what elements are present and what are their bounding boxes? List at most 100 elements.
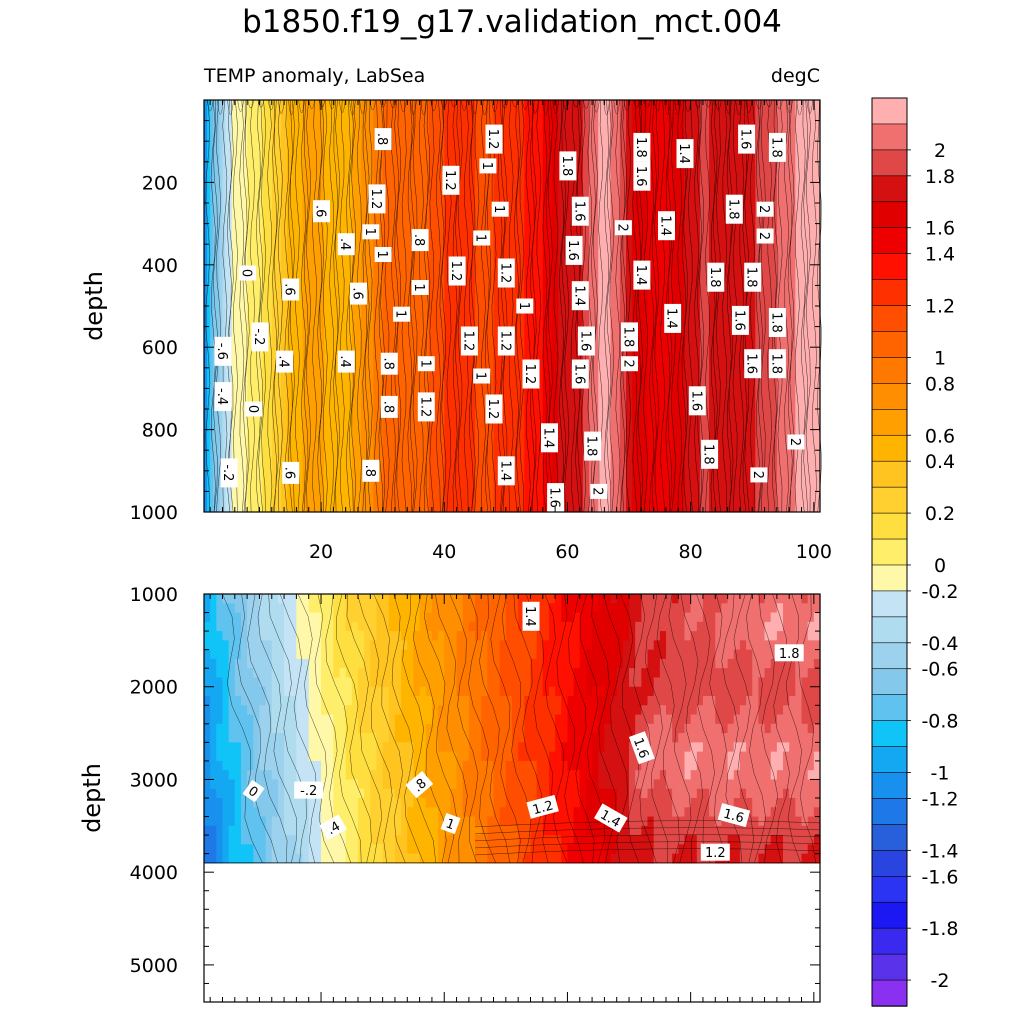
field-cell: [690, 696, 698, 706]
field-cell: [758, 631, 766, 641]
field-cell: [678, 751, 686, 762]
field-cell: [394, 733, 402, 743]
field-cell: [690, 788, 698, 799]
field-cell: [690, 594, 698, 604]
field-cell: [222, 733, 230, 743]
field-cell: [382, 677, 390, 688]
field-cell: [431, 807, 439, 818]
field-cell: [561, 825, 569, 836]
field-cell: [333, 705, 341, 716]
field-cell: [444, 844, 451, 855]
contour-line: [772, 593, 790, 863]
contour-label: .6: [350, 282, 367, 305]
contour-label-text: 1: [374, 250, 389, 258]
field-cell: [450, 853, 458, 864]
field-cell: [783, 751, 790, 762]
field-cell: [666, 816, 673, 827]
field-cell: [481, 742, 488, 753]
field-cell: [265, 603, 273, 614]
field-cell: [493, 853, 501, 864]
field-cell: [277, 751, 285, 762]
field-cell: [345, 807, 353, 818]
contour-label-text: 0: [245, 405, 260, 413]
field-cell: [259, 603, 267, 614]
field-cell: [536, 705, 544, 716]
field-cell: [462, 788, 470, 799]
field-cell: [610, 603, 618, 614]
field-cell: [456, 658, 464, 669]
field-cell: [746, 798, 753, 808]
field-cell: [616, 658, 624, 669]
field-cell: [561, 594, 569, 604]
field-cell: [678, 825, 686, 836]
field-cell: [222, 807, 230, 818]
field-cell: [210, 853, 217, 864]
field-cell: [438, 649, 445, 660]
field-cell: [271, 705, 279, 716]
field-cell: [358, 668, 365, 679]
colorbar-swatch: [871, 175, 908, 203]
field-cell: [746, 788, 753, 799]
field-cell: [622, 825, 630, 836]
field-cell: [616, 779, 624, 790]
field-cell: [801, 705, 809, 716]
field-cell: [419, 733, 427, 743]
field-cell: [222, 649, 230, 660]
field-cell: [505, 621, 513, 632]
contour-label-box: [744, 349, 762, 379]
field-cell: [333, 788, 341, 799]
field-cell: [358, 649, 365, 660]
field-cell: [807, 621, 815, 632]
field-cell: [739, 696, 747, 706]
field-cell: [481, 714, 488, 725]
field-cell: [813, 705, 821, 716]
field-cell: [475, 779, 482, 790]
field-cell: [647, 668, 655, 679]
field-cell: [635, 677, 642, 688]
field-cell: [622, 677, 630, 688]
field-cell: [240, 705, 248, 716]
field-cell: [573, 742, 581, 753]
field-cell: [672, 631, 679, 641]
field-cell: [758, 733, 766, 743]
field-cell: [222, 677, 230, 688]
field-cell: [321, 658, 328, 669]
colorbar-swatch: [871, 460, 908, 488]
contour-label-box: [245, 401, 263, 417]
contour-line: [525, 593, 553, 863]
field-cell: [468, 733, 476, 743]
field-cell: [308, 751, 316, 762]
field-cell: [333, 770, 341, 781]
field-cell: [290, 798, 297, 808]
field-cell: [666, 779, 673, 790]
colorbar-swatch: [871, 901, 908, 929]
contour-label-text: 0: [239, 269, 254, 277]
field-cell: [493, 686, 501, 697]
field-cell: [210, 779, 217, 790]
field-cell: [234, 770, 242, 781]
field-cell: [647, 696, 655, 706]
contour-label-box: [717, 803, 751, 828]
field-cell: [277, 612, 285, 623]
contour-label: 1.8: [725, 194, 743, 224]
field-cell: [739, 760, 747, 771]
field-cell: [240, 816, 248, 827]
field-cell: [475, 770, 482, 781]
field-cell: [555, 807, 562, 818]
field-cell: [419, 649, 427, 660]
field-cell: [647, 788, 655, 799]
field-cell: [721, 621, 729, 632]
upper-x-tick-label: 80: [679, 541, 703, 563]
field-cell: [758, 696, 766, 706]
field-cell: [364, 677, 371, 688]
field-cell: [271, 640, 279, 651]
field-cell: [462, 686, 470, 697]
contour-label: 1.4: [658, 211, 675, 241]
field-cell: [727, 798, 735, 808]
contour-line: [460, 99, 468, 111]
field-cell: [339, 677, 347, 688]
field-cell: [345, 723, 353, 734]
field-cell: [265, 640, 273, 651]
field-cell: [450, 668, 458, 679]
field-cell: [376, 640, 384, 651]
